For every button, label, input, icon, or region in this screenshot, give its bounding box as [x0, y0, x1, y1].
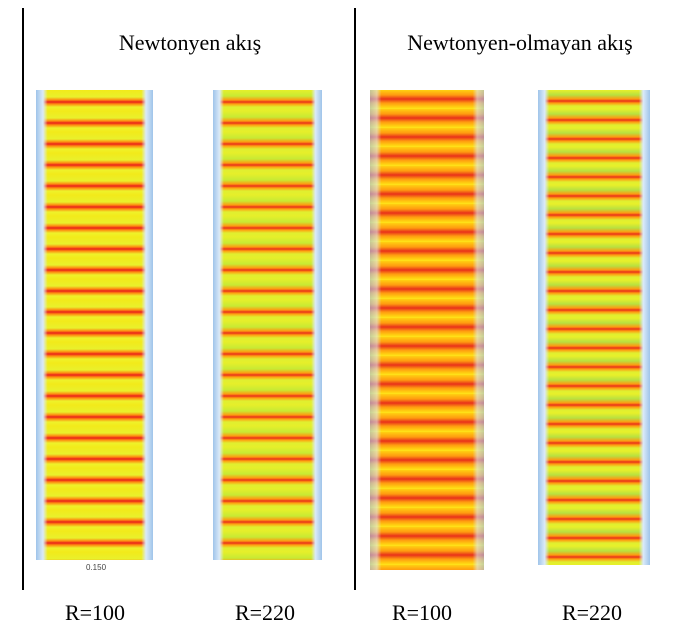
contour-image [538, 90, 650, 565]
header: Newtonyen-olmayan akış [407, 30, 633, 55]
panel-label: R=220 [561, 600, 623, 625]
divider [22, 8, 24, 590]
panel-label: R=100 [391, 600, 453, 625]
header: Newtonyen akış [118, 30, 262, 55]
edge [36, 90, 153, 560]
panel-label: R=100 [64, 600, 126, 625]
edge [213, 90, 322, 560]
contour-image [36, 90, 153, 560]
panel-label: R=220 [234, 600, 296, 625]
edge [370, 90, 484, 570]
edge [538, 90, 650, 565]
contour-image [213, 90, 322, 560]
contour-image [370, 90, 484, 570]
divider [354, 8, 356, 590]
scale-label: 0.150 [86, 563, 107, 572]
